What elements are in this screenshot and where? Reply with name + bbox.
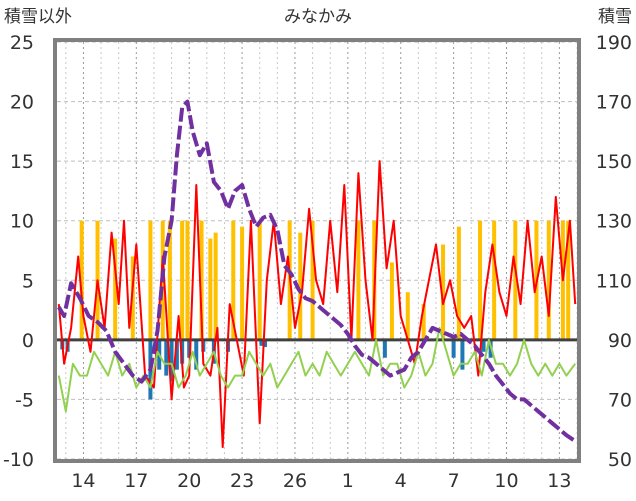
bar xyxy=(263,339,267,348)
bar xyxy=(421,304,426,340)
bar xyxy=(382,339,387,358)
bar xyxy=(456,226,461,340)
x-tick-label: 26 xyxy=(283,470,307,492)
bar xyxy=(460,339,465,370)
bar xyxy=(174,339,179,370)
bar xyxy=(113,238,118,340)
left-tick-label: 10 xyxy=(10,211,34,233)
left-tick-label: 15 xyxy=(10,151,34,173)
plot-frame xyxy=(53,38,581,463)
chart-title: みなかみ xyxy=(284,7,352,27)
right-tick-label: 130 xyxy=(596,211,632,233)
bar xyxy=(194,339,199,370)
bar xyxy=(148,220,153,340)
bar xyxy=(167,220,172,340)
x-tick-label: 4 xyxy=(395,470,407,492)
bar xyxy=(478,220,483,340)
series-line xyxy=(57,160,577,449)
bar xyxy=(566,220,571,340)
left-tick-label: -10 xyxy=(3,449,34,471)
right-tick-label: 150 xyxy=(596,151,632,173)
x-tick-label: 14 xyxy=(71,470,95,492)
x-tick-label: 23 xyxy=(230,470,254,492)
bar xyxy=(199,220,204,340)
bar xyxy=(213,232,218,340)
x-tick-label: 13 xyxy=(547,470,571,492)
line-series xyxy=(57,99,577,449)
left-axis: 25 20 15 10 5 0 -5 -10 xyxy=(3,32,34,471)
x-tick-label: 17 xyxy=(124,470,148,492)
bar xyxy=(356,220,361,340)
left-tick-label: 20 xyxy=(10,92,34,114)
x-tick-label: 7 xyxy=(448,470,460,492)
right-tick-label: 90 xyxy=(608,330,632,352)
bar xyxy=(257,220,262,340)
bar xyxy=(298,232,303,340)
bar xyxy=(79,220,84,340)
bar xyxy=(492,220,497,340)
bar xyxy=(546,220,551,340)
x-tick-label: 1 xyxy=(342,470,354,492)
bar xyxy=(180,220,185,340)
bar xyxy=(441,244,446,340)
bar xyxy=(185,220,190,340)
x-axis: 14 17 20 23 26 1 4 7 10 13 xyxy=(71,470,571,492)
left-tick-label: 0 xyxy=(22,330,34,352)
bar xyxy=(240,226,245,340)
bar xyxy=(451,339,456,358)
bar xyxy=(405,292,410,340)
bar xyxy=(208,238,213,340)
bar xyxy=(259,339,264,346)
left-tick-label: -5 xyxy=(15,389,34,411)
x-tick-label: 20 xyxy=(177,470,201,492)
right-axis: 190 170 150 130 110 90 70 50 xyxy=(596,32,632,471)
bar xyxy=(389,262,394,340)
right-tick-label: 170 xyxy=(596,92,632,114)
bar xyxy=(164,339,169,376)
left-tick-label: 5 xyxy=(22,270,34,292)
x-tick-label: 10 xyxy=(494,470,518,492)
series-line xyxy=(57,99,577,443)
bar xyxy=(169,339,174,382)
bar xyxy=(513,220,518,340)
left-axis-title: 積雪以外 xyxy=(4,7,72,27)
right-axis-title: 積雪 xyxy=(598,7,632,27)
right-tick-label: 70 xyxy=(608,389,632,411)
right-tick-label: 110 xyxy=(596,270,632,292)
bar xyxy=(310,220,315,340)
bar xyxy=(231,220,236,340)
right-tick-label: 50 xyxy=(608,449,632,471)
right-tick-label: 190 xyxy=(596,32,632,54)
bar xyxy=(481,339,486,352)
left-tick-label: 25 xyxy=(10,32,34,54)
